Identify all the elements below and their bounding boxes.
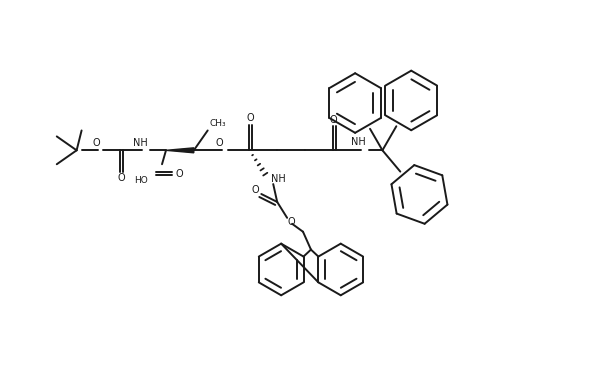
Text: O: O [330,115,337,124]
Text: O: O [176,169,184,179]
Text: NH: NH [271,174,286,184]
Text: NH: NH [133,138,148,148]
Text: HO: HO [134,176,148,184]
Polygon shape [166,148,194,153]
Text: NH: NH [351,137,366,147]
Text: O: O [252,185,259,195]
Text: O: O [117,173,125,183]
Text: O: O [288,217,295,227]
Text: O: O [216,138,223,148]
Text: O: O [247,113,254,122]
Text: O: O [92,138,100,148]
Text: CH₃: CH₃ [210,119,226,128]
